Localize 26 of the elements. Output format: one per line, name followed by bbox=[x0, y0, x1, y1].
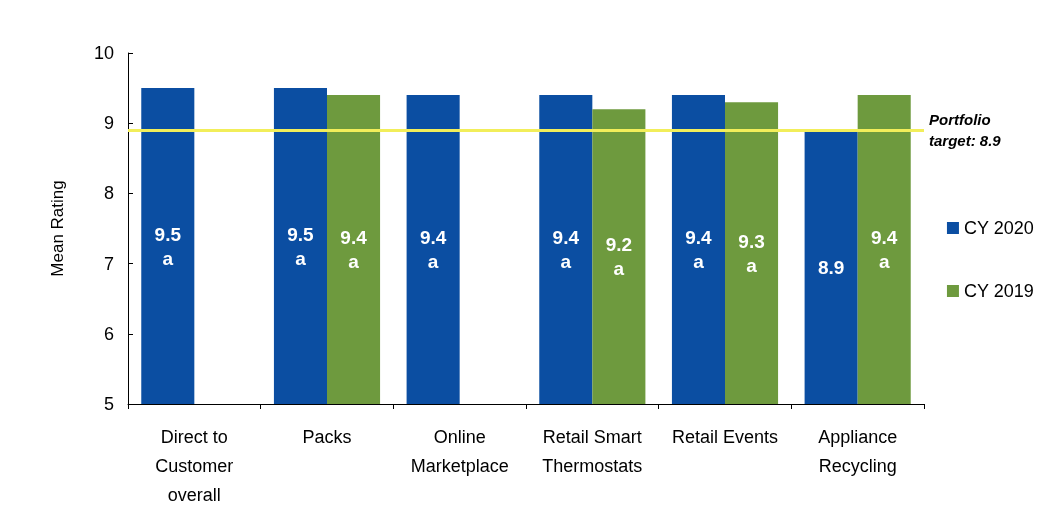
y-tick-label: 10 bbox=[93, 43, 114, 63]
y-axis-title: Mean Rating bbox=[48, 180, 67, 277]
data-label: 9.5 a bbox=[287, 223, 315, 269]
data-label: 9.4 a bbox=[340, 227, 368, 273]
x-tick-label: Retail Smart Thermostats bbox=[542, 426, 643, 476]
data-label: 9.3 a bbox=[738, 230, 765, 276]
x-tick-label: Online Marketplace bbox=[410, 426, 509, 476]
x-tick-label: Direct to Customer overall bbox=[155, 426, 234, 505]
x-tick-label: Packs bbox=[302, 426, 352, 447]
ref-line-label: Portfolio target: 8.9 bbox=[929, 111, 1002, 150]
data-label: 9.4 a bbox=[685, 227, 713, 273]
data-label: 9.5 a bbox=[154, 223, 182, 269]
data-label: 9.4 a bbox=[552, 227, 580, 273]
x-tick-label: Appliance Recycling bbox=[818, 426, 898, 476]
y-tick-label: 5 bbox=[103, 394, 114, 414]
y-tick-label: 9 bbox=[103, 113, 114, 134]
data-label: 9.2 a bbox=[605, 234, 633, 280]
legend-label: CY 2020 bbox=[963, 218, 1034, 238]
y-tick-label: 6 bbox=[103, 323, 114, 344]
legend-label: CY 2019 bbox=[963, 281, 1034, 301]
x-tick-label: Retail Events bbox=[671, 426, 779, 447]
data-label: 8.9 bbox=[817, 256, 845, 278]
y-tick-label: 8 bbox=[103, 183, 114, 204]
y-tick-label: 7 bbox=[103, 253, 114, 274]
data-label: 9.4 a bbox=[870, 227, 898, 273]
data-label: 9.4 a bbox=[419, 227, 447, 273]
